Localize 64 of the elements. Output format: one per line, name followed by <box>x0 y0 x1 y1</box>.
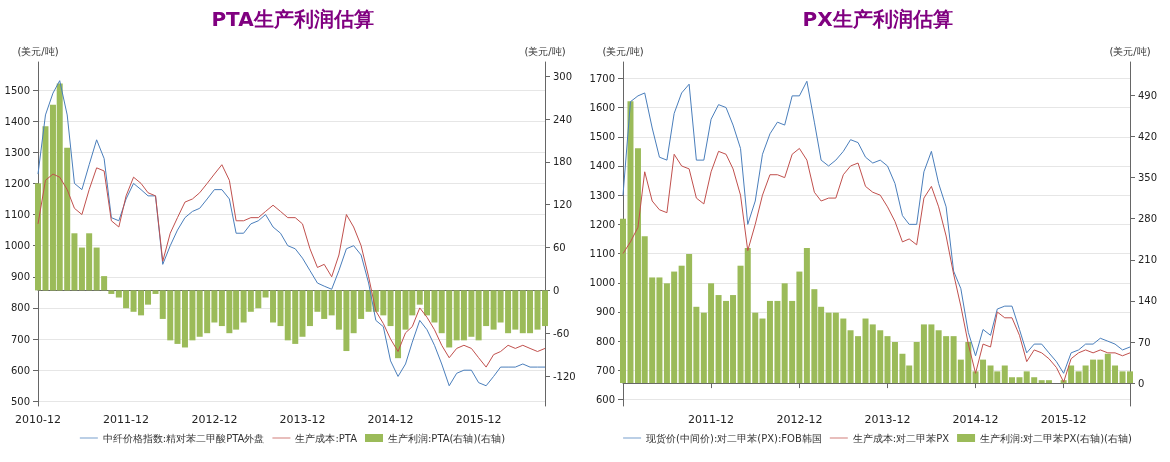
x-tick-label: 2015-12 <box>455 413 502 426</box>
x-tick-label: 2012-12 <box>191 413 238 426</box>
y2-tick-label: 210 <box>1138 254 1158 266</box>
x-tick-label: 2011-12 <box>688 413 735 426</box>
line-series <box>622 80 1131 374</box>
legend-label: 生产利润:PTA(右轴)(右轴) <box>387 432 506 444</box>
y2-axis-title: (美元/吨) <box>1109 45 1151 57</box>
y-tick-label: 1600 <box>589 102 615 114</box>
legend-label: 生产利润:对二甲苯PX(右轴)(右轴) <box>980 432 1133 444</box>
x-tick-label: 2015-12 <box>1040 413 1087 426</box>
y-tick-label: 1200 <box>4 177 30 189</box>
x-tick-label: 2014-12 <box>367 413 414 426</box>
y-tick-label: 1500 <box>589 131 615 143</box>
y-tick-label: 1000 <box>589 277 615 289</box>
legend-label: 生产成本:对二甲苯PX <box>852 432 950 444</box>
x-tick-label: 2012-12 <box>776 413 823 426</box>
chart-title: PX生产利润估算 <box>802 7 953 31</box>
y-tick-label: 700 <box>595 364 615 376</box>
y-tick-label: 1300 <box>4 146 30 158</box>
y2-tick-label: 60 <box>553 242 566 254</box>
y2-tick-label: 300 <box>553 70 573 82</box>
y2-tick-label: 420 <box>1138 131 1158 143</box>
y-tick-label: 1000 <box>4 240 30 252</box>
legend-label: 中纤价格指数:精对苯二甲酸PTA外盘 <box>102 432 265 444</box>
legend-label: 生产成本:PTA <box>295 432 358 444</box>
y-tick-label: 1200 <box>589 218 615 230</box>
x-tick-label: 2013-12 <box>864 413 911 426</box>
y-tick-label: 1500 <box>4 84 30 96</box>
x-tick-label: 2010-12 <box>15 413 61 426</box>
y-tick-label: 600 <box>595 394 615 406</box>
y-tick-label: 500 <box>10 395 30 407</box>
y-axis-title: (美元/吨) <box>602 45 644 57</box>
y-tick-label: 900 <box>10 271 30 283</box>
y2-tick-label: 140 <box>1138 295 1158 307</box>
y2-tick-label: 180 <box>553 156 573 168</box>
x-tick-label: 2011-12 <box>103 413 150 426</box>
y2-tick-label: 350 <box>1138 172 1158 184</box>
y-tick-label: 1400 <box>4 115 30 127</box>
y2-axis-title: (美元/吨) <box>524 45 566 57</box>
y-axis-title: (美元/吨) <box>17 45 59 57</box>
y-tick-label: 1700 <box>589 72 615 84</box>
y2-tick-label: 120 <box>553 199 573 211</box>
y-tick-label: 800 <box>10 302 30 314</box>
y-tick-label: 1100 <box>4 209 30 221</box>
y2-tick-label: 240 <box>553 113 573 125</box>
y2-tick-label: 0 <box>553 284 560 296</box>
y-tick-label: 1300 <box>589 189 615 201</box>
y-tick-label: 1400 <box>589 160 615 172</box>
legend-label: 现货价(中间价):对二甲苯(PX):FOB韩国 <box>646 432 822 444</box>
y2-tick-label: -60 <box>553 327 570 339</box>
y-tick-label: 700 <box>10 333 30 345</box>
y2-tick-label: 70 <box>1138 336 1151 348</box>
y-tick-label: 1100 <box>589 248 615 260</box>
y2-tick-label: -120 <box>553 370 576 382</box>
x-tick-label: 2014-12 <box>952 413 999 426</box>
bar <box>108 290 115 294</box>
y-tick-label: 600 <box>10 364 30 376</box>
y2-tick-label: 0 <box>1138 377 1145 389</box>
y-tick-label: 900 <box>595 306 615 318</box>
y2-tick-label: 280 <box>1138 213 1158 225</box>
x-tick-label: 2013-12 <box>279 413 326 426</box>
chart-title: PTA生产利润估算 <box>211 7 374 31</box>
y-tick-label: 800 <box>595 335 615 347</box>
y2-tick-label: 490 <box>1138 89 1158 101</box>
